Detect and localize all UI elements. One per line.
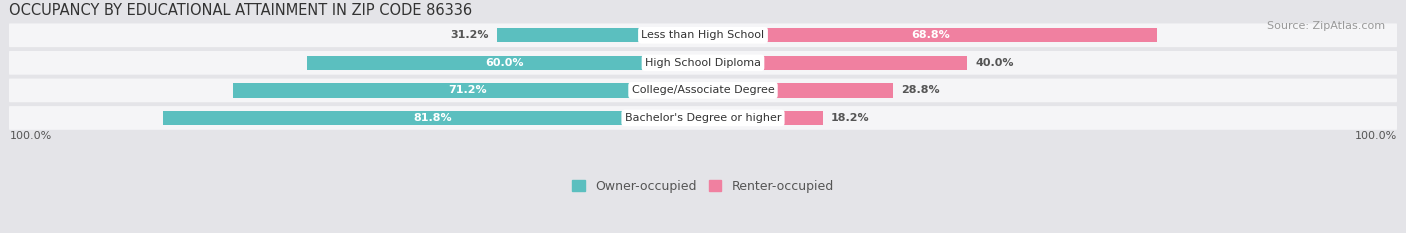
Text: Source: ZipAtlas.com: Source: ZipAtlas.com <box>1267 21 1385 31</box>
Bar <box>232 83 703 98</box>
Text: Less than High School: Less than High School <box>641 30 765 40</box>
Bar <box>307 56 703 70</box>
Text: College/Associate Degree: College/Associate Degree <box>631 86 775 95</box>
Bar <box>703 83 893 98</box>
Bar <box>703 56 967 70</box>
Text: 28.8%: 28.8% <box>901 86 939 95</box>
Text: OCCUPANCY BY EDUCATIONAL ATTAINMENT IN ZIP CODE 86336: OCCUPANCY BY EDUCATIONAL ATTAINMENT IN Z… <box>10 3 472 18</box>
Text: Bachelor's Degree or higher: Bachelor's Degree or higher <box>624 113 782 123</box>
Text: 100.0%: 100.0% <box>10 131 52 141</box>
Text: 81.8%: 81.8% <box>413 113 453 123</box>
Bar <box>163 111 703 125</box>
Text: 68.8%: 68.8% <box>911 30 949 40</box>
Text: 71.2%: 71.2% <box>449 86 486 95</box>
Text: 40.0%: 40.0% <box>976 58 1014 68</box>
Text: 60.0%: 60.0% <box>485 58 524 68</box>
Text: High School Diploma: High School Diploma <box>645 58 761 68</box>
Bar <box>703 28 1157 42</box>
FancyBboxPatch shape <box>8 24 1398 47</box>
Text: 18.2%: 18.2% <box>831 113 870 123</box>
Text: 100.0%: 100.0% <box>1354 131 1396 141</box>
Bar <box>496 28 703 42</box>
FancyBboxPatch shape <box>8 79 1398 102</box>
Text: 31.2%: 31.2% <box>450 30 489 40</box>
Bar <box>703 111 824 125</box>
Legend: Owner-occupied, Renter-occupied: Owner-occupied, Renter-occupied <box>568 175 838 198</box>
FancyBboxPatch shape <box>8 106 1398 130</box>
FancyBboxPatch shape <box>8 51 1398 75</box>
